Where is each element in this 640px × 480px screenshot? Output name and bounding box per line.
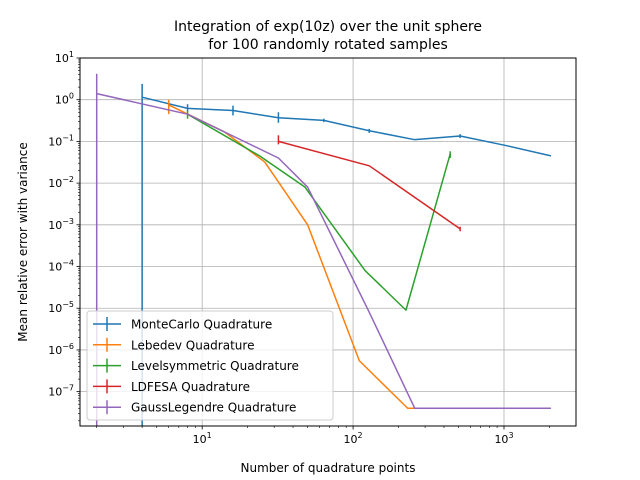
x-axis-label: Number of quadrature points bbox=[241, 461, 416, 475]
legend-box bbox=[86, 310, 334, 421]
y-axis-label: Mean relative error with variance bbox=[16, 142, 30, 341]
y-tick-label: 10−3 bbox=[48, 217, 74, 232]
legend-label: Levelsymmetric Quadrature bbox=[131, 359, 299, 373]
x-tick-label: 101 bbox=[193, 431, 212, 446]
y-tick-label: 10−2 bbox=[48, 175, 74, 190]
series-line bbox=[187, 113, 451, 311]
y-tick-label: 10−7 bbox=[48, 384, 74, 399]
x-tick-label: 102 bbox=[344, 431, 363, 446]
y-tick-label: 100 bbox=[55, 92, 74, 107]
y-tick-label: 10−4 bbox=[48, 259, 74, 274]
series-line bbox=[96, 92, 551, 409]
y-tick-label: 10−1 bbox=[48, 133, 74, 148]
legend-label: MonteCarlo Quadrature bbox=[131, 318, 272, 332]
legend: MonteCarlo Quadrature Lebedev Quadrature L… bbox=[86, 310, 334, 421]
legend-label: Lebedev Quadrature bbox=[131, 338, 254, 352]
x-tick-label: 103 bbox=[494, 431, 513, 446]
legend-label: LDFESA Quadrature bbox=[131, 380, 250, 394]
y-tick-label: 10−5 bbox=[48, 300, 74, 315]
series-3 bbox=[277, 135, 461, 232]
chart-title-line-2: for 100 randomly rotated samples bbox=[208, 37, 448, 53]
y-tick-label: 101 bbox=[55, 50, 74, 65]
series-line bbox=[141, 96, 552, 157]
plot-frame bbox=[79, 57, 577, 427]
chart-title-line-1: Integration of exp(10z) over the unit sp… bbox=[174, 19, 482, 35]
y-tick-label: 10−6 bbox=[48, 342, 74, 357]
legend-label: GaussLegendre Quadrature bbox=[131, 401, 296, 415]
